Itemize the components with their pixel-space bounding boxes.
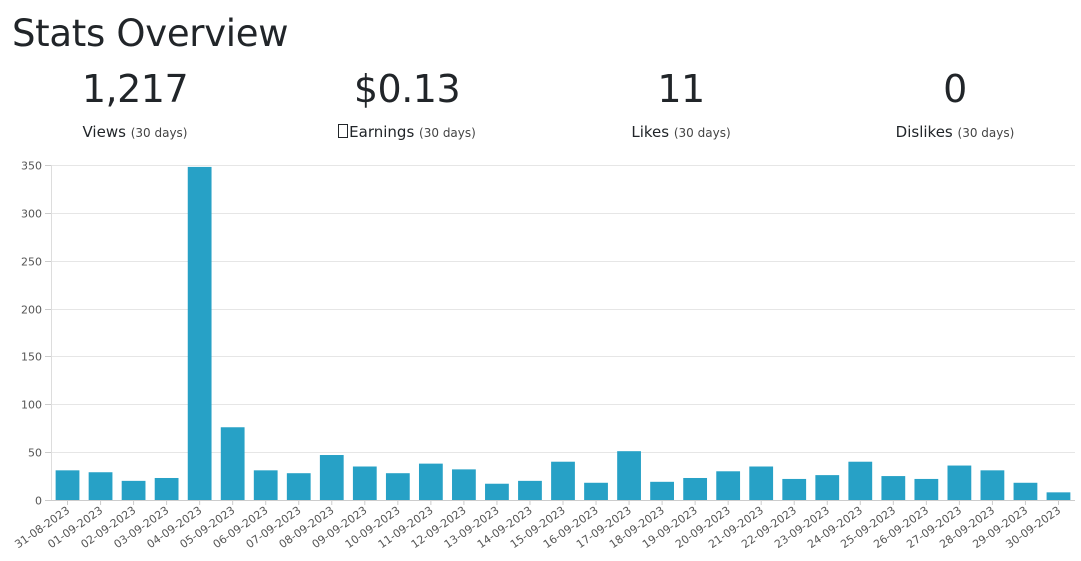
bar-22-09-2023[interactable] [782, 478, 807, 500]
bar-19-09-2023[interactable] [683, 477, 708, 500]
likes-label-row: Likes (30 days) [546, 122, 816, 143]
earnings-label: Earnings [349, 123, 415, 141]
bar-04-09-2023[interactable] [187, 166, 212, 500]
stat-likes: 11 Likes (30 days) [546, 66, 816, 143]
page-title: Stats Overview [12, 12, 289, 55]
bar-20-09-2023[interactable] [716, 471, 741, 500]
earnings-label-row: Earnings (30 days) [272, 122, 542, 143]
y-tick-label: 100 [21, 399, 42, 412]
y-tick-label: 150 [21, 351, 42, 364]
bar-26-09-2023[interactable] [914, 478, 939, 500]
bar-21-09-2023[interactable] [749, 466, 774, 501]
bar-25-09-2023[interactable] [881, 476, 906, 500]
bar-11-09-2023[interactable] [418, 463, 443, 500]
dislikes-value: 0 [943, 67, 967, 111]
stat-earnings: $0.13 Earnings (30 days) [272, 66, 542, 143]
views-value: 1,217 [81, 67, 189, 111]
bar-16-09-2023[interactable] [584, 482, 608, 500]
bar-24-09-2023[interactable] [848, 461, 873, 500]
bar-31-08-2023[interactable] [55, 470, 80, 500]
y-tick-label: 200 [21, 304, 42, 317]
missing-glyph-icon [338, 124, 349, 138]
views-label: Views [82, 123, 126, 141]
dislikes-label-row: Dislikes (30 days) [820, 122, 1081, 143]
y-axis-ticks: 0 50 100 150 200 250 300 350 [21, 160, 51, 508]
chart-bars [55, 166, 1071, 501]
bar-01-09-2023[interactable] [88, 472, 113, 500]
bar-12-09-2023[interactable] [452, 469, 476, 500]
bar-30-09-2023[interactable] [1046, 492, 1071, 500]
dislikes-period: (30 days) [957, 126, 1015, 140]
y-tick-label: 250 [21, 256, 42, 269]
bar-28-09-2023[interactable] [980, 470, 1005, 500]
bar-08-09-2023[interactable] [319, 455, 344, 500]
y-tick-label: 350 [21, 160, 42, 173]
chart-gridlines [51, 165, 1075, 500]
bar-27-09-2023[interactable] [947, 465, 972, 500]
bar-13-09-2023[interactable] [485, 483, 509, 500]
dislikes-label: Dislikes [895, 123, 953, 141]
bar-14-09-2023[interactable] [518, 480, 542, 500]
stats-summary: 1,217 Views (30 days) $0.13 Earnings (30… [0, 66, 1081, 146]
bar-03-09-2023[interactable] [154, 477, 179, 500]
bar-10-09-2023[interactable] [385, 473, 410, 500]
bar-09-09-2023[interactable] [352, 466, 377, 501]
bar-17-09-2023[interactable] [617, 451, 641, 500]
earnings-value: $0.13 [353, 67, 461, 111]
bar-02-09-2023[interactable] [121, 480, 146, 500]
likes-label: Likes [631, 123, 670, 141]
earnings-period: (30 days) [419, 126, 476, 140]
views-bar-chart: 0 50 100 150 200 250 300 350 31-08-202301-09-20… [12, 160, 1075, 551]
bar-06-09-2023[interactable] [253, 470, 278, 500]
y-tick-label: 50 [28, 447, 42, 460]
bar-07-09-2023[interactable] [286, 473, 311, 500]
bar-18-09-2023[interactable] [650, 481, 674, 500]
x-axis-ticks: 31-08-202301-09-202302-09-202303-09-2023… [12, 500, 1063, 551]
bar-29-09-2023[interactable] [1013, 482, 1038, 500]
bar-15-09-2023[interactable] [551, 461, 575, 500]
likes-value: 11 [657, 67, 705, 111]
likes-period: (30 days) [673, 126, 731, 140]
y-tick-label: 0 [35, 495, 42, 508]
stat-dislikes: 0 Dislikes (30 days) [820, 66, 1081, 143]
views-period: (30 days) [130, 126, 188, 140]
bar-23-09-2023[interactable] [815, 475, 840, 500]
bar-05-09-2023[interactable] [220, 427, 245, 500]
views-label-row: Views (30 days) [0, 122, 270, 143]
stat-views: 1,217 Views (30 days) [0, 66, 270, 143]
y-tick-label: 300 [21, 208, 42, 221]
